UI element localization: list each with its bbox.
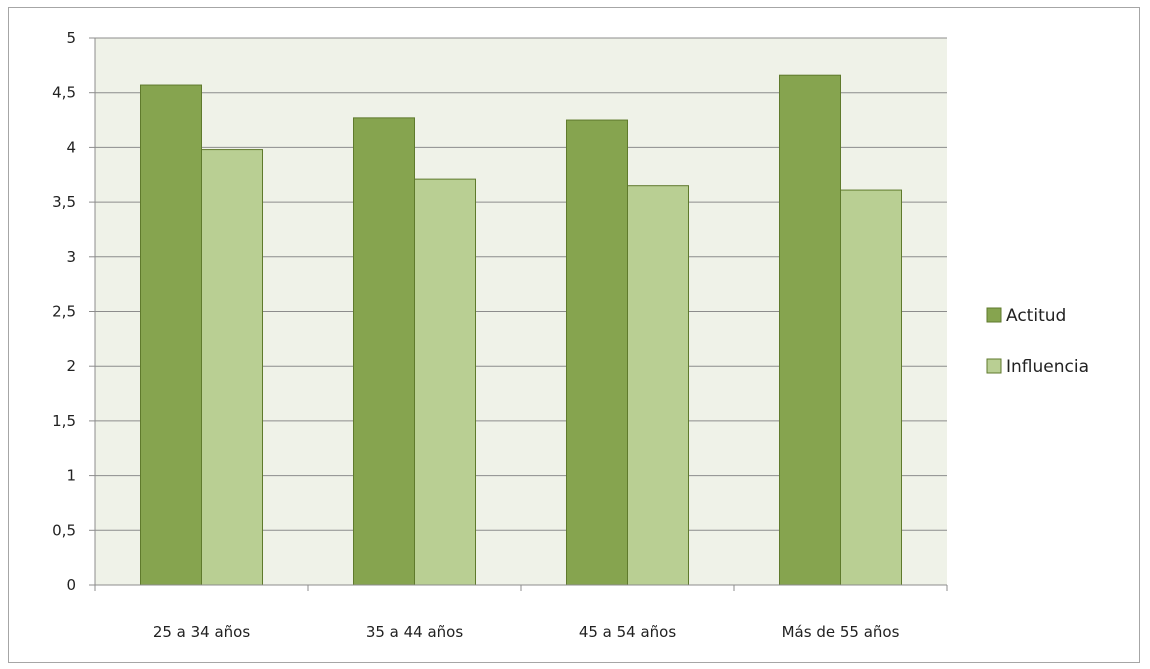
bar [566,119,628,586]
bar [201,149,263,586]
bar [840,189,902,586]
legend-swatch [986,358,1002,374]
y-tick-label: 2 [66,357,76,375]
legend-swatch [986,307,1002,323]
axes [89,37,948,591]
legend: Actitud Influencia [986,306,1089,377]
y-tick-label: 1,5 [52,412,76,430]
bar [779,74,841,586]
y-tick-label: 5 [66,29,76,47]
legend-label: Actitud [1006,306,1066,326]
x-tick-label: 45 a 54 años [579,623,677,641]
x-tick-label: Más de 55 años [782,623,900,641]
y-tick-label: 3 [66,248,76,266]
bar [140,84,202,586]
bar [627,185,689,586]
y-tick-label: 1 [66,467,76,485]
y-tick-label: 4,5 [52,84,76,102]
y-tick-labels: 0 0,5 1 1,5 2 2,5 3 3,5 4 4,5 5 [52,29,76,594]
y-tick-label: 4 [66,138,76,156]
bar [414,178,476,586]
y-tick-label: 0 [66,576,76,594]
y-tick-label: 3,5 [52,193,76,211]
legend-label: Influencia [1006,357,1089,377]
y-tick-label: 0,5 [52,521,76,539]
x-tick-label: 35 a 44 años [366,623,464,641]
x-tick-label: 25 a 34 años [153,623,251,641]
bar [353,117,415,586]
y-tick-label: 2,5 [52,303,76,321]
x-tick-labels: 25 a 34 años 35 a 44 años 45 a 54 años Más … [153,623,900,641]
bars [140,74,902,586]
